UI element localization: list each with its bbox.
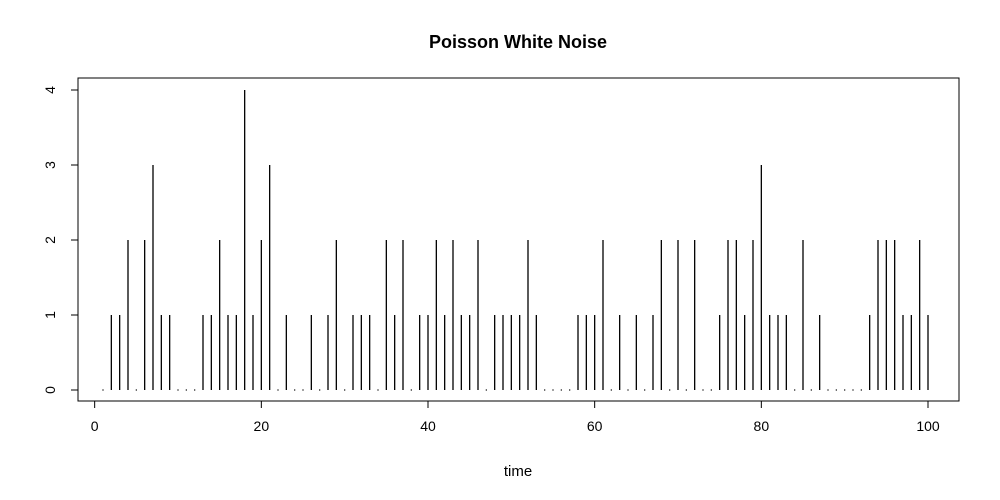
data-spike-zero	[827, 389, 829, 391]
data-spike-zero	[835, 389, 837, 391]
chart-title: Poisson White Noise	[429, 32, 607, 52]
x-tick-label: 20	[254, 418, 270, 434]
y-axis: 0 1 2 3 4	[42, 86, 79, 394]
x-tick-label: 60	[587, 418, 603, 434]
data-spike-zero	[177, 389, 179, 391]
data-spike-zero	[852, 389, 854, 391]
data-spike-zero	[702, 389, 704, 391]
data-spike-zero	[194, 389, 196, 391]
data-spike-zero	[544, 389, 546, 391]
x-tick-label: 40	[420, 418, 436, 434]
data-spike-zero	[302, 389, 304, 391]
x-axis-title: time	[504, 463, 532, 480]
data-spike-zero	[485, 389, 487, 391]
data-spike-zero	[669, 389, 671, 391]
data-spike-zero	[627, 389, 629, 391]
data-spike-zero	[710, 389, 712, 391]
y-tick-label: 2	[42, 236, 58, 244]
y-tick-label: 1	[42, 311, 58, 319]
data-spike-zero	[102, 389, 104, 391]
data-spike-zero	[344, 389, 346, 391]
y-tick-label: 4	[42, 86, 58, 94]
data-spike-zero	[844, 389, 846, 391]
data-spike-zero	[560, 389, 562, 391]
data-spike-zero	[277, 389, 279, 391]
data-spike-zero	[810, 389, 812, 391]
x-tick-label: 0	[91, 418, 99, 434]
x-tick-label: 80	[754, 418, 770, 434]
data-spike-zero	[644, 389, 646, 391]
plot-frame	[77, 77, 960, 402]
data-spike-zero	[135, 389, 137, 391]
data-spikes	[102, 90, 929, 391]
data-spike-zero	[377, 389, 379, 391]
data-spike-zero	[569, 389, 571, 391]
x-axis: 0 20 40 60 80 100	[91, 400, 940, 434]
y-tick-label: 3	[42, 161, 58, 169]
data-spike-zero	[860, 389, 862, 391]
data-spike-zero	[685, 389, 687, 391]
data-spike-zero	[794, 389, 796, 391]
data-spike-zero	[319, 389, 321, 391]
y-tick-label: 0	[42, 386, 58, 394]
data-spike-zero	[552, 389, 554, 391]
data-spike-zero	[410, 389, 412, 391]
data-spike-zero	[610, 389, 612, 391]
data-spike-zero	[185, 389, 187, 391]
data-spike-zero	[294, 389, 296, 391]
x-tick-label: 100	[916, 418, 940, 434]
